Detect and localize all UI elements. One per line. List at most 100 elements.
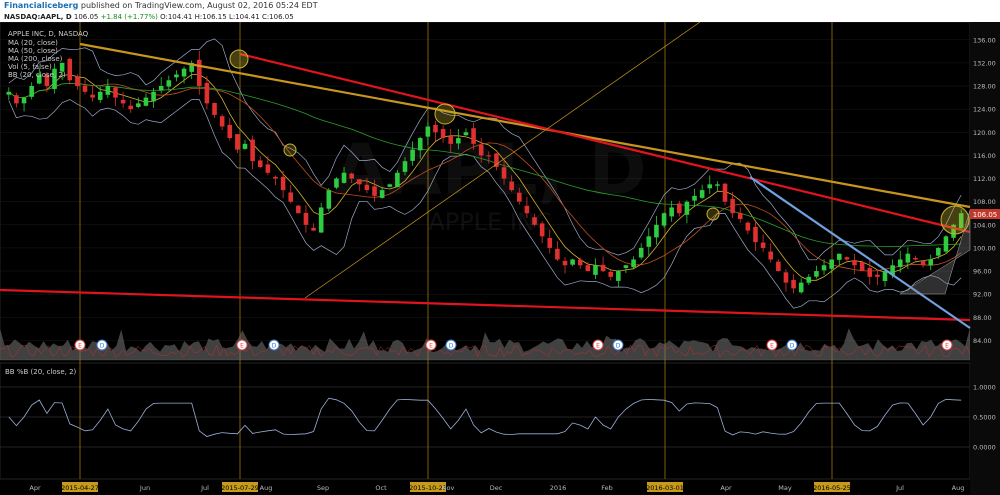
time-tick-label: Apr — [720, 484, 732, 492]
last-price-badge: 106.05 — [973, 211, 998, 219]
candle-body — [219, 116, 225, 127]
candle-body — [494, 153, 499, 167]
time-tick-label: 2015-04-27 — [61, 484, 99, 492]
candle-body — [456, 138, 461, 144]
trendlines[interactable] — [0, 22, 971, 329]
candle-body — [136, 103, 141, 107]
dividend-marker[interactable] — [96, 339, 108, 351]
dividend-marker[interactable] — [445, 339, 457, 351]
candle-body — [882, 271, 888, 282]
candle-body — [280, 176, 286, 191]
event-label: E — [770, 343, 774, 350]
price-tick-label: 136.00 — [973, 36, 996, 44]
price-tick-label: 104.00 — [973, 221, 996, 229]
time-tick-label: 2016-03-01 — [646, 484, 684, 492]
earnings-marker[interactable] — [941, 339, 953, 351]
candle-body — [265, 164, 271, 173]
earnings-marker[interactable] — [74, 339, 86, 351]
candle-body — [608, 271, 613, 277]
candle-body — [837, 253, 842, 260]
earnings-marker[interactable] — [236, 339, 248, 351]
event-label: D — [449, 343, 454, 350]
ma50-line — [8, 83, 962, 272]
candle-body — [425, 126, 431, 137]
low-value: L:104.41 — [228, 13, 260, 21]
legend-item: MA (20, close) — [8, 39, 58, 47]
candle-body — [372, 186, 377, 196]
price-tick-label: 132.00 — [973, 59, 996, 67]
candle-body — [745, 222, 751, 231]
highlight-circle[interactable] — [434, 103, 456, 125]
downtrend-line-blue[interactable] — [749, 176, 971, 329]
author-link[interactable]: Financialiceberg — [4, 1, 79, 10]
candle-body — [113, 87, 118, 98]
candle-body — [296, 205, 301, 214]
last-price-badge-bg — [970, 209, 1000, 219]
price-tick-label: 112.00 — [973, 175, 996, 183]
price-tick-label: 128.00 — [973, 83, 996, 91]
time-tick-label: Aug — [260, 484, 273, 492]
candle-body — [631, 259, 636, 268]
highlight-circle[interactable] — [229, 49, 249, 69]
time-tick-label: 2015-10-23 — [409, 484, 447, 492]
candle-body — [798, 282, 804, 293]
time-tick-label: Nov — [442, 484, 455, 492]
candle-body — [814, 271, 819, 277]
event-label: D — [790, 343, 795, 350]
time-axis[interactable]: Apr 2015-04-27 Jun Jul 2015-07-29 Aug Sep Oct 20… — [29, 482, 964, 492]
candle-body — [120, 99, 126, 104]
highlight-circle[interactable] — [283, 143, 297, 157]
highlight-circle[interactable] — [940, 205, 970, 235]
candle-body — [204, 82, 210, 104]
upper-trendline-red[interactable] — [239, 52, 971, 234]
main-pane[interactable] — [0, 22, 971, 361]
legend-item: MA (200, close) — [8, 55, 63, 63]
candle-body — [410, 149, 415, 161]
indicator-pane[interactable] — [0, 362, 971, 480]
indicator-tick-label: 1.0000 — [973, 384, 996, 392]
candle-body — [158, 86, 164, 91]
event-label: D — [272, 343, 277, 350]
dividend-marker[interactable] — [268, 339, 280, 351]
earnings-marker[interactable] — [592, 339, 604, 351]
volume-area — [0, 327, 970, 360]
time-tick-label: May — [778, 484, 792, 492]
candle-body — [684, 201, 690, 215]
time-tick-label: Jul — [895, 484, 904, 492]
price-tick-label: 88.00 — [973, 314, 992, 322]
candle-body — [890, 265, 895, 275]
candle-body — [341, 172, 347, 183]
candle-body — [75, 76, 80, 87]
time-tick-label: 2015-07-29 — [221, 484, 259, 492]
candle-body — [768, 251, 773, 260]
price-chart[interactable]: AAPL, D APPLE INC E D E D E D E D E D E 136.00 132.… — [0, 22, 1000, 495]
candle-body — [707, 184, 713, 189]
earnings-marker[interactable] — [425, 339, 437, 351]
candle-body — [417, 138, 423, 151]
close-value: C:106.05 — [261, 13, 294, 21]
dividend-marker[interactable] — [612, 339, 624, 351]
legend-item: BB (20, close, 2) — [8, 71, 66, 79]
lower-trendline-red[interactable] — [0, 288, 971, 322]
bb-lower — [8, 99, 962, 309]
dividend-marker[interactable] — [786, 339, 798, 351]
highlight-circle[interactable] — [706, 207, 720, 221]
fan-line[interactable] — [304, 22, 701, 299]
candle-body — [387, 184, 393, 187]
candle-body — [577, 259, 583, 266]
price-tick-label: 108.00 — [973, 198, 996, 206]
candle-body — [357, 179, 362, 185]
candle-body — [920, 261, 926, 266]
price-tick-label: 84.00 — [973, 337, 992, 345]
earnings-marker[interactable] — [766, 339, 778, 351]
candle-body — [532, 217, 537, 225]
time-tick-label: Jul — [200, 484, 209, 492]
event-label: D — [100, 343, 105, 350]
upper-trendline-gold[interactable] — [79, 42, 971, 209]
candle-body — [783, 272, 789, 283]
candle-body — [806, 276, 812, 283]
event-label: E — [945, 343, 949, 350]
price-axis[interactable] — [970, 22, 1000, 495]
date-highlight-badge — [814, 482, 850, 492]
